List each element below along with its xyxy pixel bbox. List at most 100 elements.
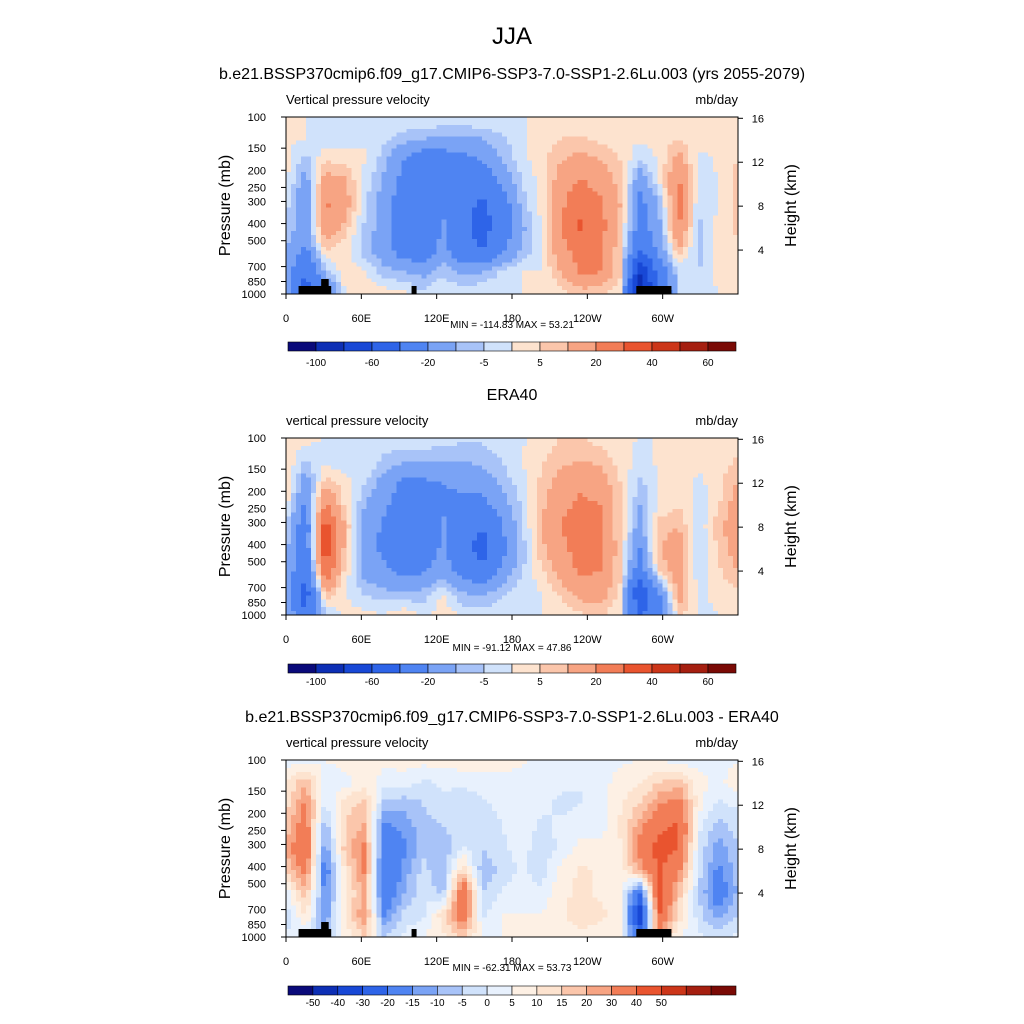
field-cell xyxy=(622,235,629,240)
field-cell xyxy=(446,164,453,169)
field-cell xyxy=(496,461,503,467)
field-cell xyxy=(476,465,483,471)
field-cell xyxy=(316,215,322,220)
field-cell xyxy=(607,238,614,244)
field-cell xyxy=(346,235,352,240)
field-cell xyxy=(386,223,393,228)
field-cell xyxy=(361,128,367,134)
field-cell xyxy=(431,278,438,283)
field-cell xyxy=(607,282,614,287)
field-cell xyxy=(476,258,483,264)
field-cell xyxy=(612,286,619,291)
field-cell xyxy=(371,254,377,260)
field-cell xyxy=(632,286,639,291)
field-cell xyxy=(416,457,423,463)
field-cell xyxy=(667,136,674,142)
field-cell xyxy=(637,278,644,283)
field-cell xyxy=(607,445,614,451)
field-cell xyxy=(421,124,428,130)
field-cell xyxy=(306,152,312,157)
field-cell xyxy=(311,179,317,185)
field-cell xyxy=(572,445,578,451)
field-cell xyxy=(537,168,543,173)
field-cell xyxy=(376,164,383,169)
field-cell xyxy=(356,445,362,451)
field-cell xyxy=(491,274,498,279)
field-cell xyxy=(597,438,603,443)
field-cell xyxy=(527,199,533,205)
field-cell xyxy=(416,438,423,443)
field-cell xyxy=(587,290,593,295)
field-cell xyxy=(451,290,458,295)
field-cell xyxy=(722,211,729,216)
field-cell xyxy=(637,215,644,220)
field-cell xyxy=(376,117,383,122)
field-cell xyxy=(416,473,423,478)
field-cell xyxy=(667,219,674,224)
field-cell xyxy=(652,195,659,201)
field-cell xyxy=(592,164,598,169)
field-cell xyxy=(456,207,463,212)
field-cell xyxy=(612,449,619,455)
field-cell xyxy=(582,449,588,455)
field-cell xyxy=(416,266,423,271)
field-cell xyxy=(707,223,714,228)
field-cell xyxy=(286,278,292,283)
field-cell xyxy=(627,438,634,443)
field-cell xyxy=(481,461,488,467)
field-cell xyxy=(627,132,634,138)
field-cell xyxy=(321,152,327,157)
field-cell xyxy=(617,128,624,134)
field-cell xyxy=(647,441,654,447)
field-cell xyxy=(436,473,443,478)
field-cell xyxy=(577,262,583,268)
field-cell xyxy=(311,148,317,153)
field-cell xyxy=(351,120,357,126)
field-cell xyxy=(356,235,362,240)
field-cell xyxy=(642,191,649,197)
field-cell xyxy=(652,136,659,142)
field-cell xyxy=(707,266,714,271)
field-cell xyxy=(486,231,493,236)
field-cell xyxy=(572,152,578,157)
colorbar-swatch xyxy=(707,341,737,352)
field-cell xyxy=(466,191,473,197)
field-cell xyxy=(431,266,438,271)
field-cell xyxy=(461,461,468,467)
field-cell xyxy=(416,258,423,264)
field-cell xyxy=(662,254,669,260)
field-cell xyxy=(411,238,418,244)
field-cell xyxy=(451,207,458,212)
field-cell xyxy=(326,207,332,212)
field-cell xyxy=(652,148,659,153)
field-cell xyxy=(517,250,523,256)
field-cell xyxy=(451,203,458,209)
field-cell xyxy=(567,254,573,260)
field-cell xyxy=(331,152,337,157)
field-cell xyxy=(527,183,533,189)
field-cell xyxy=(351,445,357,451)
field-cell xyxy=(512,282,518,287)
field-cell xyxy=(572,211,578,216)
field-cell xyxy=(637,136,644,142)
field-cell xyxy=(637,140,644,146)
field-cell xyxy=(657,441,664,447)
field-cell xyxy=(446,183,453,189)
field-cell xyxy=(331,453,337,459)
field-cell xyxy=(436,152,443,157)
field-cell xyxy=(421,465,428,471)
field-cell xyxy=(537,117,543,122)
field-cell xyxy=(682,227,689,232)
field-cell xyxy=(461,124,468,130)
field-cell xyxy=(481,160,488,165)
field-cell xyxy=(527,246,533,252)
field-cell xyxy=(506,144,513,150)
field-cell xyxy=(657,223,664,228)
field-cell xyxy=(707,250,714,256)
field-cell xyxy=(552,148,558,153)
field-cell xyxy=(537,242,543,248)
field-cell xyxy=(537,278,543,283)
field-cell xyxy=(612,160,619,165)
field-cell xyxy=(326,441,332,447)
field-cell xyxy=(381,254,388,260)
